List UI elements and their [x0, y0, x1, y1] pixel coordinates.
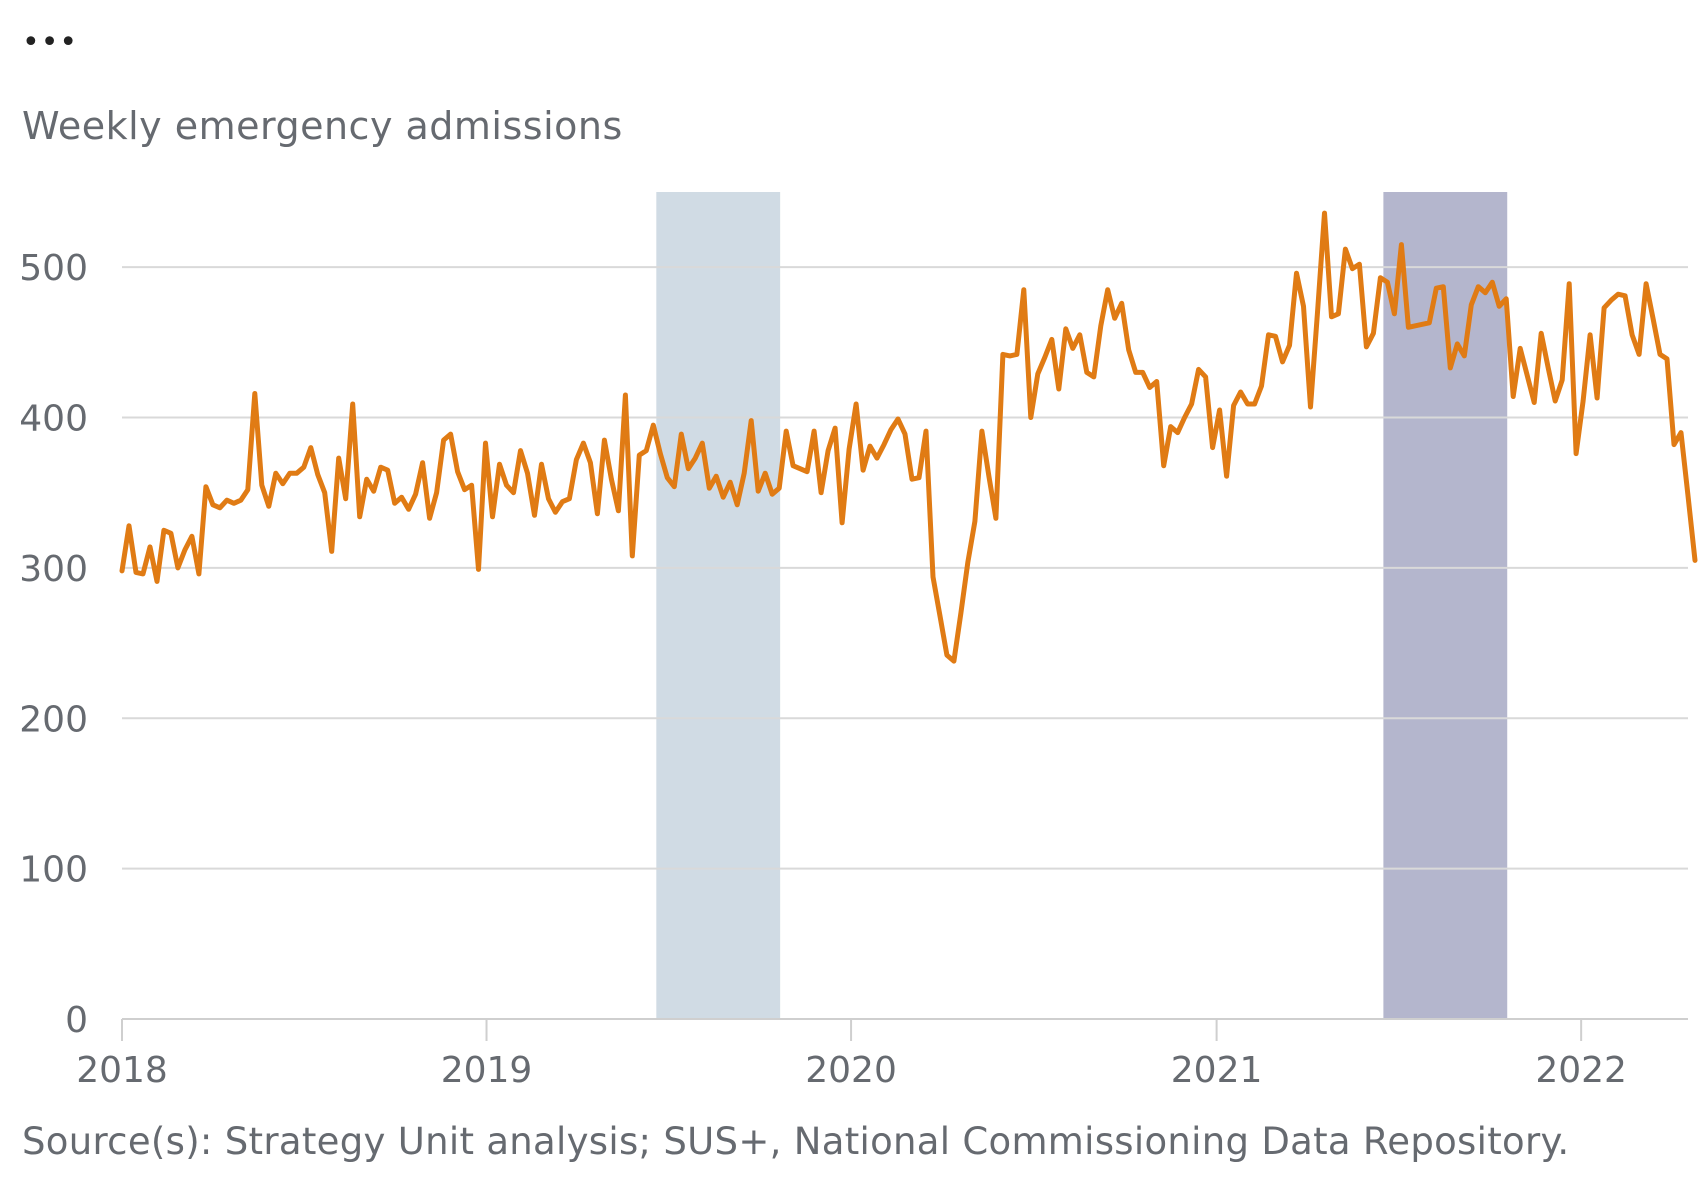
x-axis: 2018 2019 2020 2021 2022	[76, 1018, 1688, 1091]
gridlines	[122, 266, 1688, 870]
y-axis-label: Weekly emergency admissions	[22, 104, 623, 148]
chart-menu-button[interactable]: •••	[22, 25, 79, 60]
series-group	[119, 210, 1698, 664]
y-tick-label-0: 0	[65, 1000, 88, 1041]
source-note: Source(s): Strategy Unit analysis; SUS+,…	[22, 1120, 1570, 1163]
y-tick-label-500: 500	[19, 248, 88, 289]
x-tick-label-2020: 2020	[805, 1050, 897, 1091]
x-tick-label-2022: 2022	[1535, 1050, 1627, 1091]
x-tick-label-2019: 2019	[441, 1050, 533, 1091]
x-tick-label-2018: 2018	[76, 1050, 168, 1091]
y-tick-label-200: 200	[19, 699, 88, 740]
y-tick-label-400: 400	[19, 399, 88, 440]
shaded-periods	[656, 192, 1508, 1019]
series-line-1	[119, 210, 1698, 664]
shaded-period-1	[656, 192, 781, 1019]
y-axis-ticks: 0 100 200 300 400 500	[19, 248, 88, 1041]
x-tick-label-2021: 2021	[1171, 1050, 1263, 1091]
y-tick-label-300: 300	[19, 549, 88, 590]
y-tick-label-100: 100	[19, 850, 88, 891]
